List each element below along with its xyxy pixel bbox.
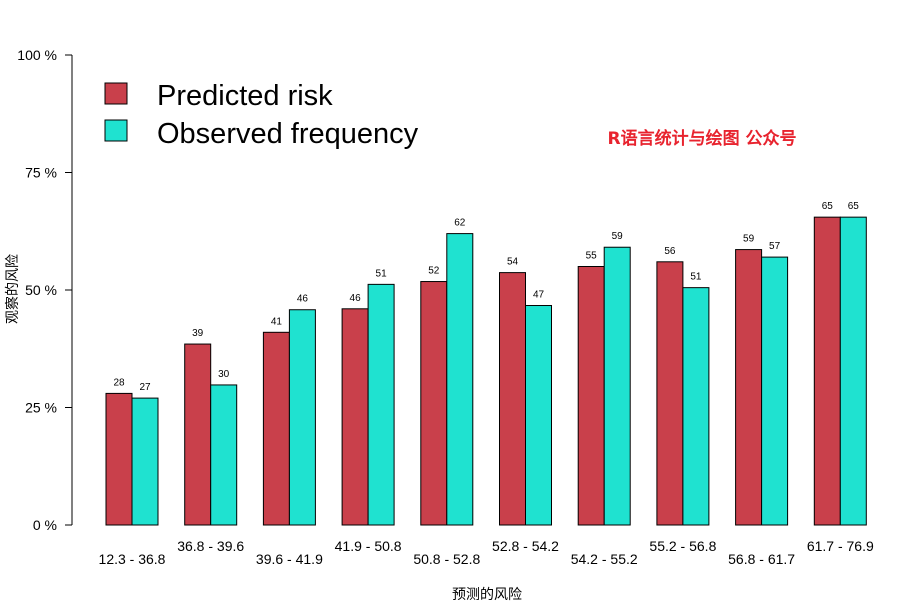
data-label-observed: 30 (218, 369, 230, 380)
data-label-predicted: 65 (822, 201, 834, 212)
legend: Predicted risk Observed frequency (104, 80, 419, 150)
data-label-observed: 47 (533, 290, 545, 301)
data-label-observed: 51 (376, 268, 388, 279)
y-tick-label: 0 % (33, 517, 57, 533)
data-labels: 28 39 41 46 52 54 55 56 59 65 27 30 46 51 62 47 59 51 57 65 (113, 201, 859, 393)
watermark-text: R语言统计与绘图 公众号 (607, 128, 796, 149)
data-label-observed: 57 (769, 241, 781, 252)
data-label-predicted: 46 (350, 293, 362, 304)
data-label-observed: 62 (454, 218, 466, 229)
bar-predicted (262, 331, 290, 526)
data-label-predicted: 28 (113, 377, 125, 388)
data-label-observed: 51 (690, 272, 702, 283)
data-label-observed: 46 (297, 294, 309, 305)
bar-predicted (735, 249, 763, 526)
y-tick-label: 50 % (25, 282, 57, 298)
data-label-observed: 65 (848, 201, 860, 212)
bar-observed (761, 256, 789, 526)
bar-observed (446, 233, 474, 526)
y-tick-label: 25 % (25, 400, 57, 416)
x-tick-label: 54.2 - 55.2 (571, 551, 638, 567)
y-tick-label: 100 % (17, 47, 57, 63)
x-tick-label: 50.8 - 52.8 (413, 551, 480, 567)
x-tick-label: 55.2 - 56.8 (649, 538, 716, 554)
x-tick-label: 39.6 - 41.9 (256, 551, 323, 567)
bar-observed (682, 287, 710, 526)
y-axis: 0 % 25 % 50 % 75 % 100 % (17, 47, 73, 533)
x-tick-labels: 12.3 - 36.8 36.8 - 39.6 39.6 - 41.9 41.9 - … (99, 538, 874, 567)
bar-observed (525, 305, 552, 526)
bar-observed (288, 309, 316, 526)
data-label-predicted: 55 (586, 251, 598, 262)
x-tick-label: 61.7 - 76.9 (807, 538, 874, 554)
bar-observed (210, 384, 238, 526)
legend-swatch-observed (104, 119, 128, 142)
x-tick-label: 56.8 - 61.7 (728, 551, 795, 567)
data-label-observed: 27 (139, 382, 151, 393)
bar-predicted (499, 272, 526, 526)
bar-predicted (105, 392, 133, 526)
bar-predicted (656, 261, 684, 526)
data-label-predicted: 56 (664, 246, 676, 257)
data-label-predicted: 52 (428, 266, 440, 277)
data-label-predicted: 54 (507, 257, 519, 268)
bars (105, 216, 867, 526)
bar-observed (131, 397, 159, 526)
x-tick-label: 41.9 - 50.8 (335, 538, 402, 554)
bar-predicted (813, 216, 841, 526)
bar-predicted (341, 308, 369, 526)
data-label-observed: 59 (612, 231, 624, 242)
data-label-predicted: 59 (743, 234, 755, 245)
legend-swatch-predicted (104, 82, 128, 105)
bar-predicted (577, 266, 605, 526)
x-tick-label: 52.8 - 54.2 (492, 538, 559, 554)
x-axis-title: 预测的风险 (452, 587, 522, 603)
x-tick-label: 36.8 - 39.6 (177, 538, 244, 554)
y-axis-title: 观察的风险 (4, 254, 21, 324)
bar-observed (603, 246, 631, 526)
legend-label-predicted: Predicted risk (157, 80, 333, 112)
bar-predicted (420, 281, 448, 526)
data-label-predicted: 39 (192, 328, 204, 339)
bar-observed (839, 216, 867, 526)
bar-predicted (184, 343, 212, 526)
data-label-predicted: 41 (271, 316, 283, 327)
y-tick-label: 75 % (25, 165, 57, 181)
x-tick-label: 12.3 - 36.8 (99, 551, 166, 567)
legend-label-observed: Observed frequency (157, 118, 419, 150)
bar-observed (367, 283, 395, 526)
